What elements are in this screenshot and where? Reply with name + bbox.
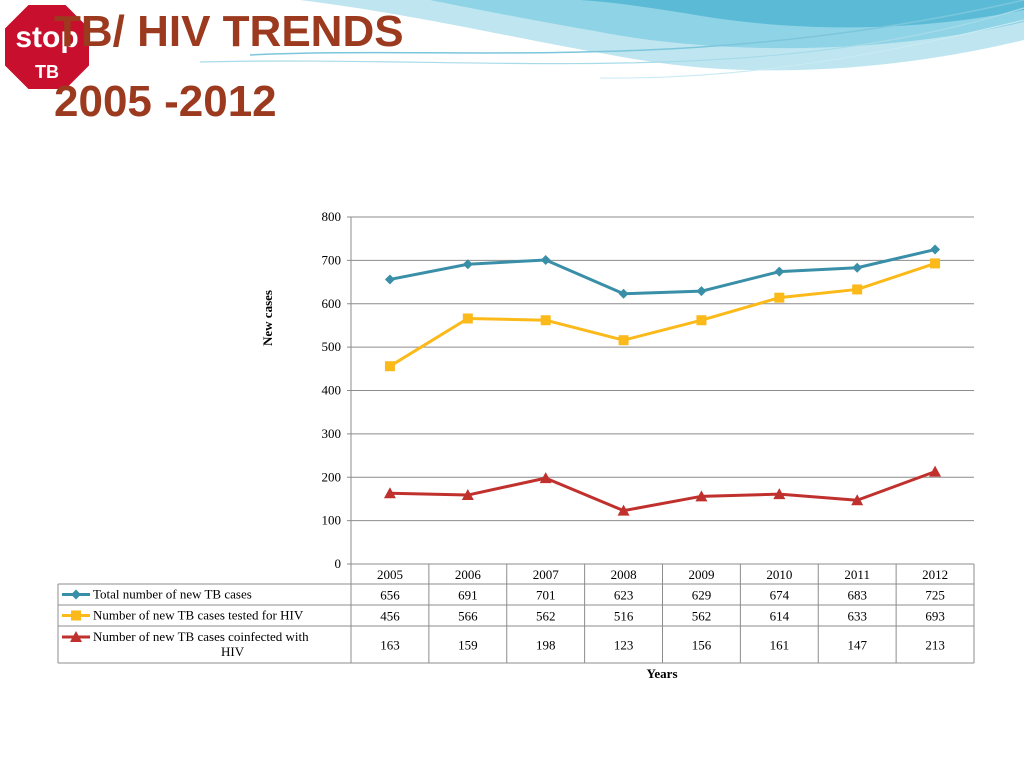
data-point-marker bbox=[384, 274, 395, 285]
data-point-marker bbox=[929, 465, 942, 477]
y-tick-label: 100 bbox=[322, 513, 342, 528]
background-swoosh bbox=[199, 0, 1024, 79]
data-label: 156 bbox=[692, 638, 712, 653]
y-tick-label: 300 bbox=[322, 426, 342, 441]
data-point-marker bbox=[383, 487, 396, 499]
data-point-marker bbox=[71, 610, 81, 621]
data-point-marker bbox=[774, 266, 785, 277]
data-point-marker bbox=[695, 490, 708, 502]
data-point-marker bbox=[618, 335, 629, 346]
data-point-marker bbox=[617, 504, 630, 516]
series-line bbox=[389, 470, 936, 513]
x-tick-label: 2010 bbox=[766, 567, 792, 582]
data-label: 614 bbox=[770, 609, 790, 624]
x-tick-label: 2009 bbox=[688, 567, 714, 582]
data-label: 213 bbox=[925, 638, 945, 653]
x-tick-label: 2007 bbox=[533, 567, 560, 582]
data-label: 163 bbox=[380, 638, 400, 653]
series-line bbox=[389, 261, 936, 368]
data-label: 629 bbox=[692, 588, 712, 603]
data-point-marker bbox=[930, 258, 941, 269]
data-table: 2005 2006 2007 2008 2009 2010 2011 2012 Total nu… bbox=[57, 563, 975, 664]
series-2 bbox=[384, 258, 941, 372]
legend-label: Number of new TB cases tested for HIV bbox=[93, 608, 304, 623]
data-point-marker bbox=[70, 631, 82, 642]
data-point-marker bbox=[696, 286, 707, 297]
data-label: 456 bbox=[380, 609, 400, 624]
x-tick-label: 2011 bbox=[844, 567, 870, 582]
data-point-marker bbox=[71, 589, 81, 600]
data-point-marker bbox=[384, 361, 395, 372]
data-point-marker bbox=[852, 284, 863, 295]
data-label: 562 bbox=[692, 609, 712, 624]
data-label: 147 bbox=[847, 638, 867, 653]
data-label: 725 bbox=[925, 588, 945, 603]
y-tick-label: 800 bbox=[322, 209, 342, 224]
y-tick-label: 600 bbox=[322, 296, 342, 311]
data-point-marker bbox=[540, 315, 551, 326]
logo-text-stop: stop bbox=[15, 21, 78, 54]
data-label: 566 bbox=[458, 609, 478, 624]
series-line bbox=[389, 248, 936, 296]
data-label: 691 bbox=[458, 588, 478, 603]
legend-label: Total number of new TB cases bbox=[93, 587, 252, 602]
data-label: 633 bbox=[847, 609, 867, 624]
data-label: 701 bbox=[536, 588, 556, 603]
stop-sign-octagon bbox=[3, 3, 91, 91]
data-point-marker bbox=[462, 313, 473, 324]
data-label: 161 bbox=[770, 638, 790, 653]
data-label: 123 bbox=[614, 638, 634, 653]
data-label: 562 bbox=[536, 609, 556, 624]
y-tick-label: 0 bbox=[335, 556, 342, 571]
x-tick-label: 2008 bbox=[611, 567, 637, 582]
slide-title-line2: 2005 -2012 bbox=[54, 77, 277, 126]
y-tick-label: 400 bbox=[322, 383, 342, 398]
data-label: 198 bbox=[536, 638, 556, 653]
data-point-marker bbox=[539, 472, 552, 484]
y-tick-label: 200 bbox=[322, 469, 342, 484]
data-point-marker bbox=[540, 254, 551, 265]
data-label: 159 bbox=[458, 638, 478, 653]
x-tick-label: 2006 bbox=[455, 567, 482, 582]
legend-label: Number of new TB cases coinfected with HI… bbox=[93, 629, 309, 659]
data-point-marker bbox=[696, 315, 707, 326]
data-point-marker bbox=[851, 494, 864, 506]
data-label: 656 bbox=[380, 588, 400, 603]
data-point-marker bbox=[773, 488, 786, 500]
data-label: 623 bbox=[614, 588, 634, 603]
slide-title-line1: TB/ HIV TRENDS bbox=[54, 7, 404, 56]
data-point-marker bbox=[930, 244, 941, 255]
y-axis-title: New cases bbox=[260, 290, 275, 346]
x-tick-label: 2005 bbox=[377, 567, 403, 582]
data-label: 693 bbox=[925, 609, 945, 624]
data-label: 516 bbox=[614, 609, 634, 624]
series-3 bbox=[383, 465, 942, 516]
data-point-marker bbox=[774, 292, 785, 303]
data-label: 683 bbox=[847, 588, 867, 603]
series-1 bbox=[384, 244, 941, 299]
data-label: 674 bbox=[770, 588, 790, 603]
data-point-marker bbox=[461, 489, 474, 501]
stop-tb-logo: stop TB bbox=[3, 3, 91, 91]
logo-text-tb: TB bbox=[35, 62, 59, 82]
y-tick-label: 500 bbox=[322, 339, 342, 354]
x-tick-label: 2012 bbox=[922, 567, 948, 582]
data-point-marker bbox=[462, 259, 473, 270]
data-point-marker bbox=[852, 262, 863, 273]
y-tick-label: 700 bbox=[322, 252, 342, 267]
data-point-marker bbox=[618, 288, 629, 299]
x-axis-title: Years bbox=[646, 666, 677, 681]
